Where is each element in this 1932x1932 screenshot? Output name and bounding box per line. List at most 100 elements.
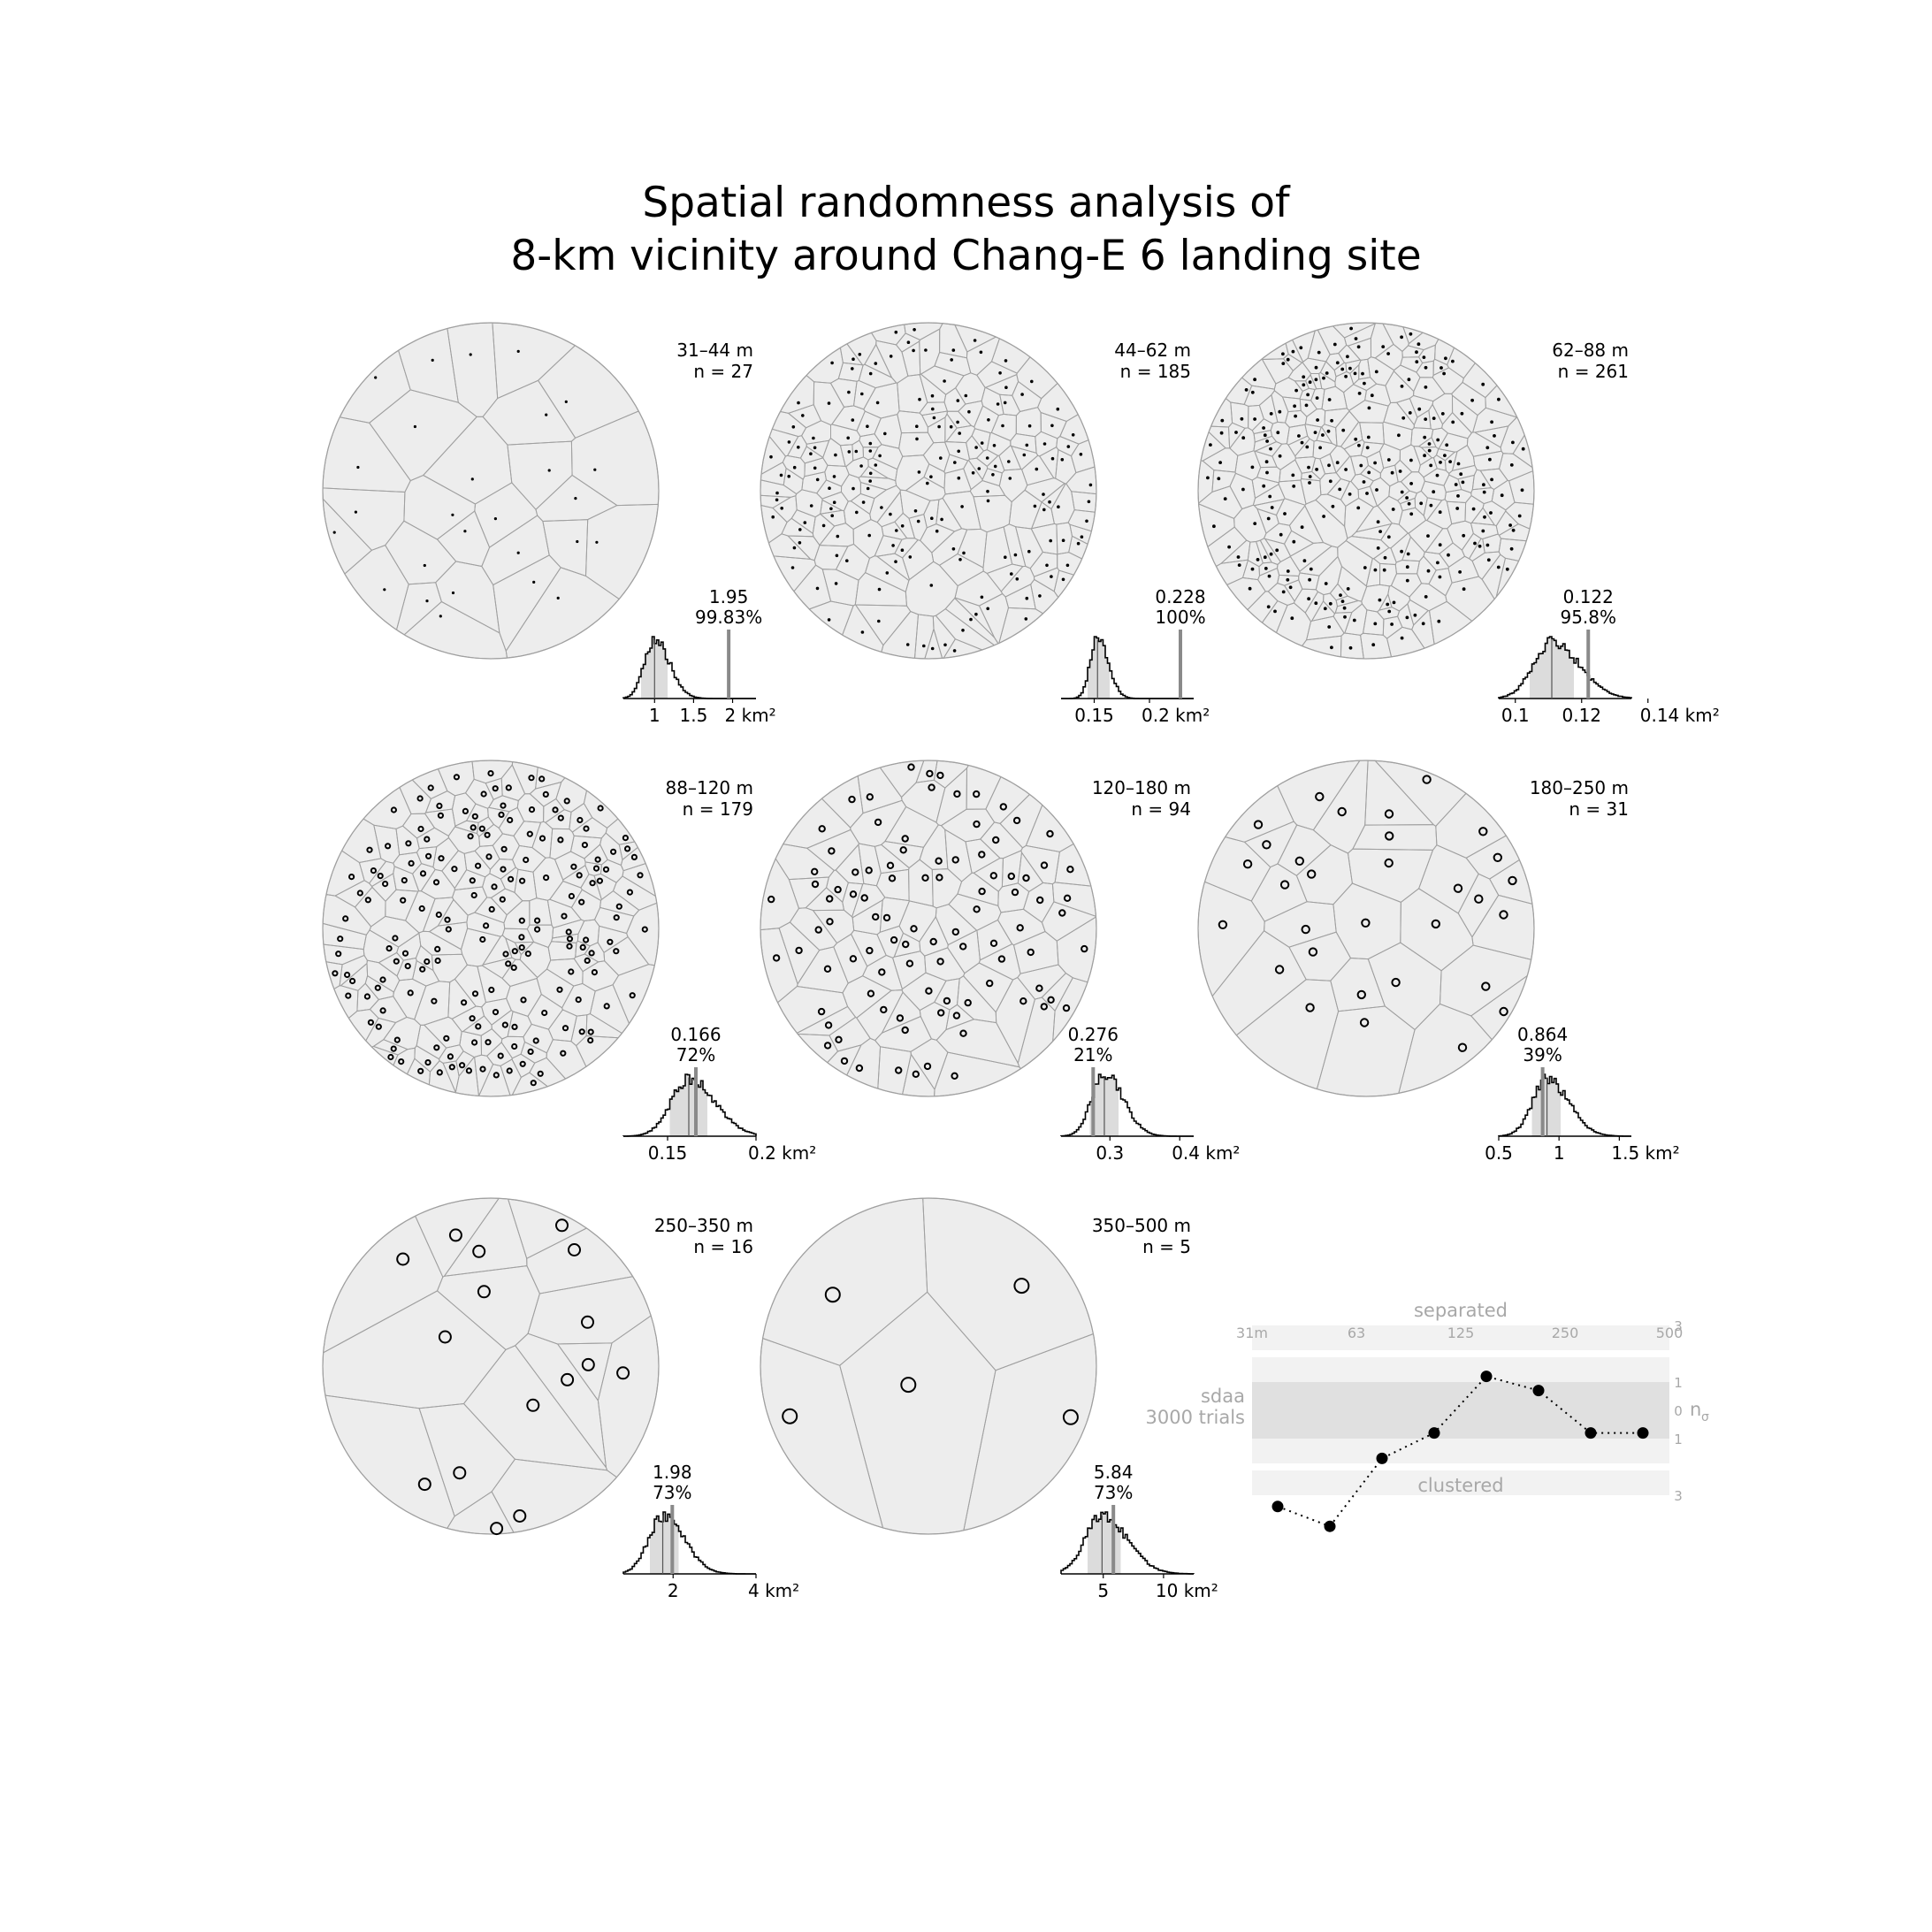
crater-point xyxy=(1424,365,1428,370)
crater-point xyxy=(1356,345,1361,349)
voronoi-cell xyxy=(922,1197,1094,1371)
crater-point xyxy=(883,431,887,436)
crater-point xyxy=(462,807,470,815)
crater-point xyxy=(877,619,881,623)
crater-point xyxy=(1436,561,1439,565)
y-axis-subscript: σ xyxy=(1701,1410,1709,1424)
crater-point xyxy=(1365,446,1370,450)
crater-point xyxy=(772,954,781,962)
crater-point xyxy=(991,473,995,477)
voronoi-cell xyxy=(1225,785,1294,843)
crater-point xyxy=(1286,569,1290,573)
panel-range-label: 44–62 m xyxy=(1114,340,1191,361)
crater-point xyxy=(771,515,775,519)
crater-point xyxy=(787,440,791,444)
crater-point xyxy=(1478,827,1488,836)
crater-point xyxy=(901,1026,909,1035)
voronoi-cell xyxy=(354,886,386,928)
crater-point xyxy=(1423,435,1427,439)
crater-point xyxy=(929,937,937,946)
crater-point xyxy=(951,547,956,551)
crater-point xyxy=(424,958,431,966)
crater-point xyxy=(974,612,978,616)
crater-point xyxy=(393,1036,401,1043)
crater-point xyxy=(1400,490,1404,494)
crater-point xyxy=(467,833,474,840)
crater-point xyxy=(986,489,989,493)
histogram-tick-label: 0.14 km² xyxy=(1640,705,1720,726)
crater-point xyxy=(1517,514,1522,518)
crater-point xyxy=(826,918,834,926)
label-clustered: clustered xyxy=(1417,1475,1503,1496)
voronoi-cell xyxy=(514,868,538,902)
voronoi-cell xyxy=(1482,500,1507,527)
crater-point xyxy=(563,798,570,805)
crater-point xyxy=(1474,894,1484,904)
crater-point xyxy=(1240,416,1244,421)
crater-point xyxy=(497,1052,504,1059)
crater-point xyxy=(507,816,514,824)
crater-point xyxy=(1330,645,1333,650)
crater-point xyxy=(425,599,429,603)
crater-points xyxy=(1218,775,1517,1052)
crater-point xyxy=(390,1045,397,1052)
voronoi-cell xyxy=(920,365,965,395)
crater-point xyxy=(813,466,817,470)
crater-point xyxy=(940,517,943,522)
crater-point xyxy=(854,449,859,454)
voronoi-cell xyxy=(1414,490,1428,517)
crater-point xyxy=(980,595,984,599)
crater-point xyxy=(492,1009,500,1016)
crater-point xyxy=(427,784,434,791)
crater-point xyxy=(840,1057,849,1065)
crater-point xyxy=(1437,619,1441,623)
crater-point xyxy=(1409,458,1413,462)
voronoi-cell xyxy=(322,922,367,951)
crater-point xyxy=(953,461,957,464)
crater-point xyxy=(594,856,601,863)
voronoi-cell xyxy=(1281,396,1302,413)
crater-point xyxy=(928,783,935,791)
crater-point xyxy=(1424,595,1428,599)
crater-point xyxy=(985,456,989,460)
crater-point xyxy=(390,806,397,813)
crater-point xyxy=(827,401,831,405)
voronoi-cell xyxy=(1215,559,1249,586)
voronoi-cells xyxy=(322,1197,660,1535)
voronoi-cell xyxy=(931,868,963,909)
crater-point xyxy=(1087,500,1091,504)
crater-point xyxy=(1500,493,1504,498)
crater-point xyxy=(900,548,905,552)
crater-point xyxy=(1253,820,1264,829)
voronoi-cell xyxy=(782,798,851,849)
crater-point xyxy=(986,607,989,611)
crater-point xyxy=(610,848,617,855)
crater-point xyxy=(953,790,961,798)
crater-point xyxy=(1291,473,1295,477)
voronoi-cell xyxy=(1470,522,1499,540)
crater-point xyxy=(1509,546,1514,551)
crater-point xyxy=(962,551,966,555)
crater-point xyxy=(855,510,859,515)
voronoi-cell xyxy=(839,1291,997,1535)
voronoi-cell xyxy=(846,1037,882,1089)
histogram-tick-label: 0.15 xyxy=(1074,705,1114,726)
crater-point xyxy=(1326,429,1331,433)
voronoi-cell xyxy=(436,510,491,568)
crater-point xyxy=(943,997,951,1005)
crater-point xyxy=(949,424,953,429)
crater-point xyxy=(1443,454,1447,457)
percentile-label: 99.83% xyxy=(695,607,762,628)
crater-point xyxy=(561,1372,575,1386)
crater-point xyxy=(929,475,933,478)
crater-point xyxy=(445,926,452,933)
crater-point xyxy=(1307,597,1310,601)
crater-point xyxy=(587,1028,594,1035)
crater-point xyxy=(1453,883,1463,893)
crater-point xyxy=(485,1039,492,1046)
voronoi-cells xyxy=(760,322,1097,660)
crater-point xyxy=(1315,791,1325,802)
crater-point xyxy=(579,943,586,951)
crater-point xyxy=(416,795,424,802)
